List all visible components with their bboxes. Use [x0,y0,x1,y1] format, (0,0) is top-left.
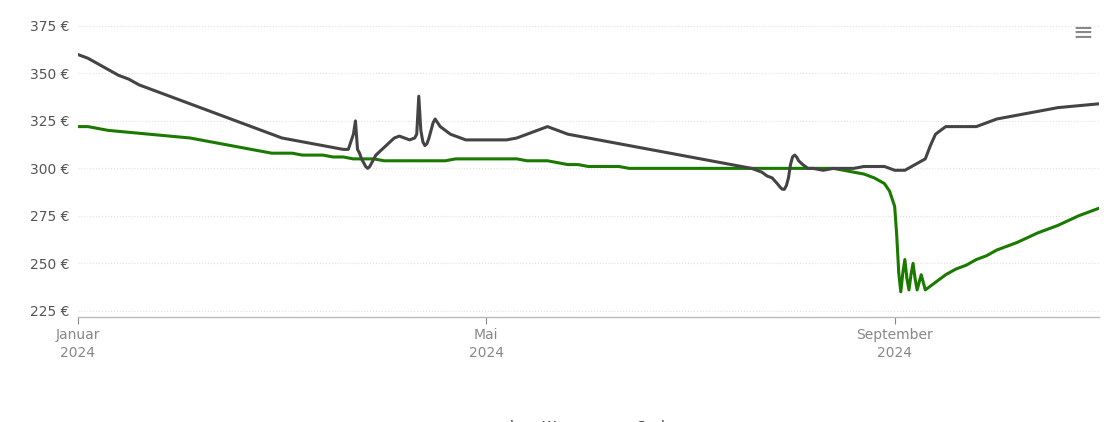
Legend: lose Ware, Sackware: lose Ware, Sackware [467,414,709,422]
Text: ≡: ≡ [1072,21,1093,45]
